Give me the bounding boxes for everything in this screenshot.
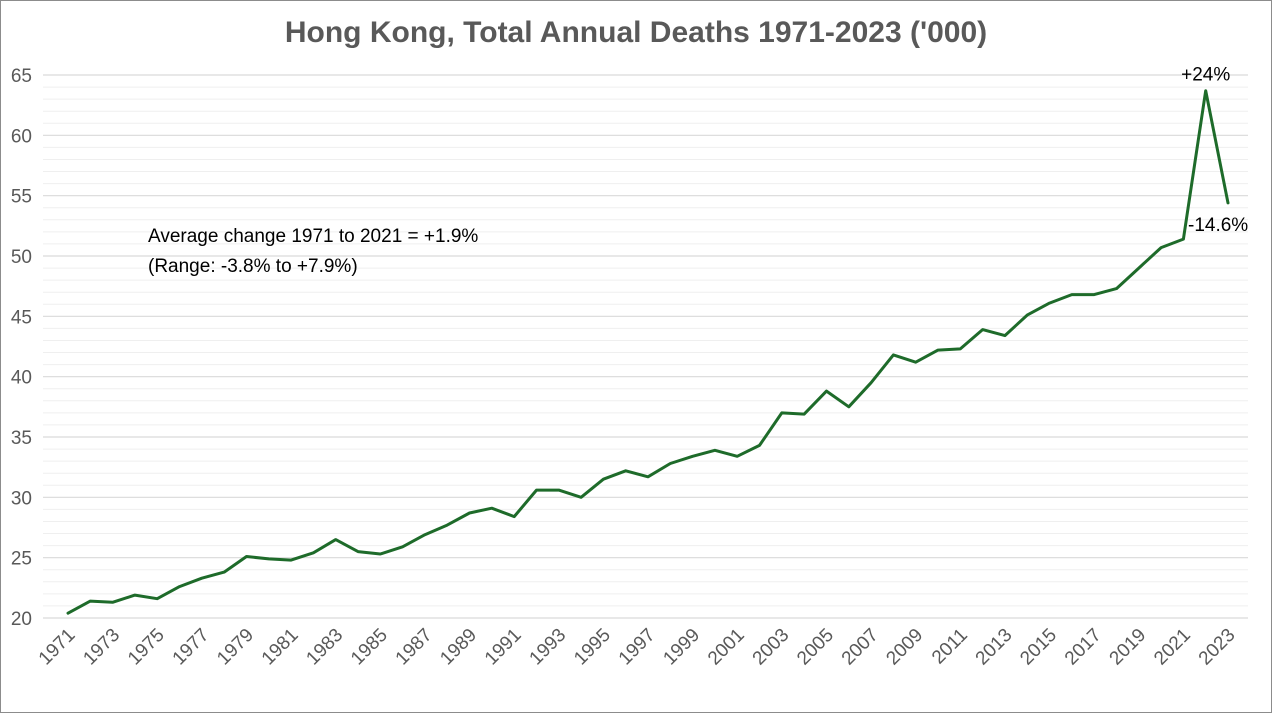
x-tick-label: 1979	[213, 625, 258, 670]
last-change-label: -14.6%	[1188, 215, 1248, 236]
x-tick-label: 2015	[1016, 625, 1061, 670]
range-note: (Range: -3.8% to +7.9%)	[148, 256, 358, 277]
x-tick-label: 2017	[1061, 625, 1106, 670]
gridlines	[43, 74, 1248, 619]
x-tick-label: 1983	[302, 625, 347, 670]
y-tick-label: 45	[11, 307, 32, 328]
x-tick-label: 1985	[347, 625, 392, 670]
x-tick-label: 2023	[1195, 625, 1240, 670]
x-tick-label: 1973	[79, 625, 124, 670]
x-tick-label: 2007	[838, 625, 883, 670]
peak-change-label: +24%	[1181, 65, 1230, 86]
y-tick-label: 40	[11, 368, 32, 389]
x-tick-label: 1999	[659, 625, 704, 670]
y-tick-label: 20	[11, 609, 32, 630]
x-tick-label: 1987	[392, 625, 437, 670]
x-tick-label: 1977	[169, 625, 214, 670]
y-tick-label: 60	[11, 126, 32, 147]
x-tick-label: 2021	[1150, 625, 1195, 670]
chart-title: Hong Kong, Total Annual Deaths 1971-2023…	[285, 16, 987, 49]
x-axis-ticks: 1971 1973 1975 1977 1979 1981 1983 1985 1987 1989…	[35, 625, 1240, 670]
y-tick-label: 50	[11, 247, 32, 268]
x-tick-label: 2003	[749, 625, 794, 670]
x-tick-label: 1993	[526, 625, 571, 670]
series-line-deaths	[66, 89, 1230, 615]
average-change-note: Average change 1971 to 2021 = +1.9%	[148, 226, 478, 247]
x-tick-label: 1995	[570, 625, 615, 670]
x-tick-label: 1971	[35, 625, 80, 670]
y-tick-label: 55	[11, 187, 32, 208]
x-tick-label: 2013	[972, 625, 1017, 670]
x-tick-label: 1991	[481, 625, 526, 670]
x-tick-label: 2001	[704, 625, 749, 670]
y-tick-label: 30	[11, 488, 32, 509]
x-tick-label: 2009	[882, 625, 927, 670]
x-tick-label: 2005	[793, 625, 838, 670]
y-axis-ticks: 20 25 30 35 40 45 50 55 60 65	[11, 66, 32, 630]
y-tick-label: 65	[11, 66, 32, 87]
y-tick-label: 25	[11, 549, 32, 570]
x-tick-label: 2011	[928, 625, 972, 669]
x-tick-label: 1997	[615, 625, 660, 670]
x-tick-label: 1981	[258, 625, 303, 670]
y-tick-label: 35	[11, 428, 32, 449]
x-tick-label: 1989	[436, 625, 481, 670]
x-tick-label: 2019	[1106, 625, 1151, 670]
x-tick-label: 1975	[124, 625, 169, 670]
